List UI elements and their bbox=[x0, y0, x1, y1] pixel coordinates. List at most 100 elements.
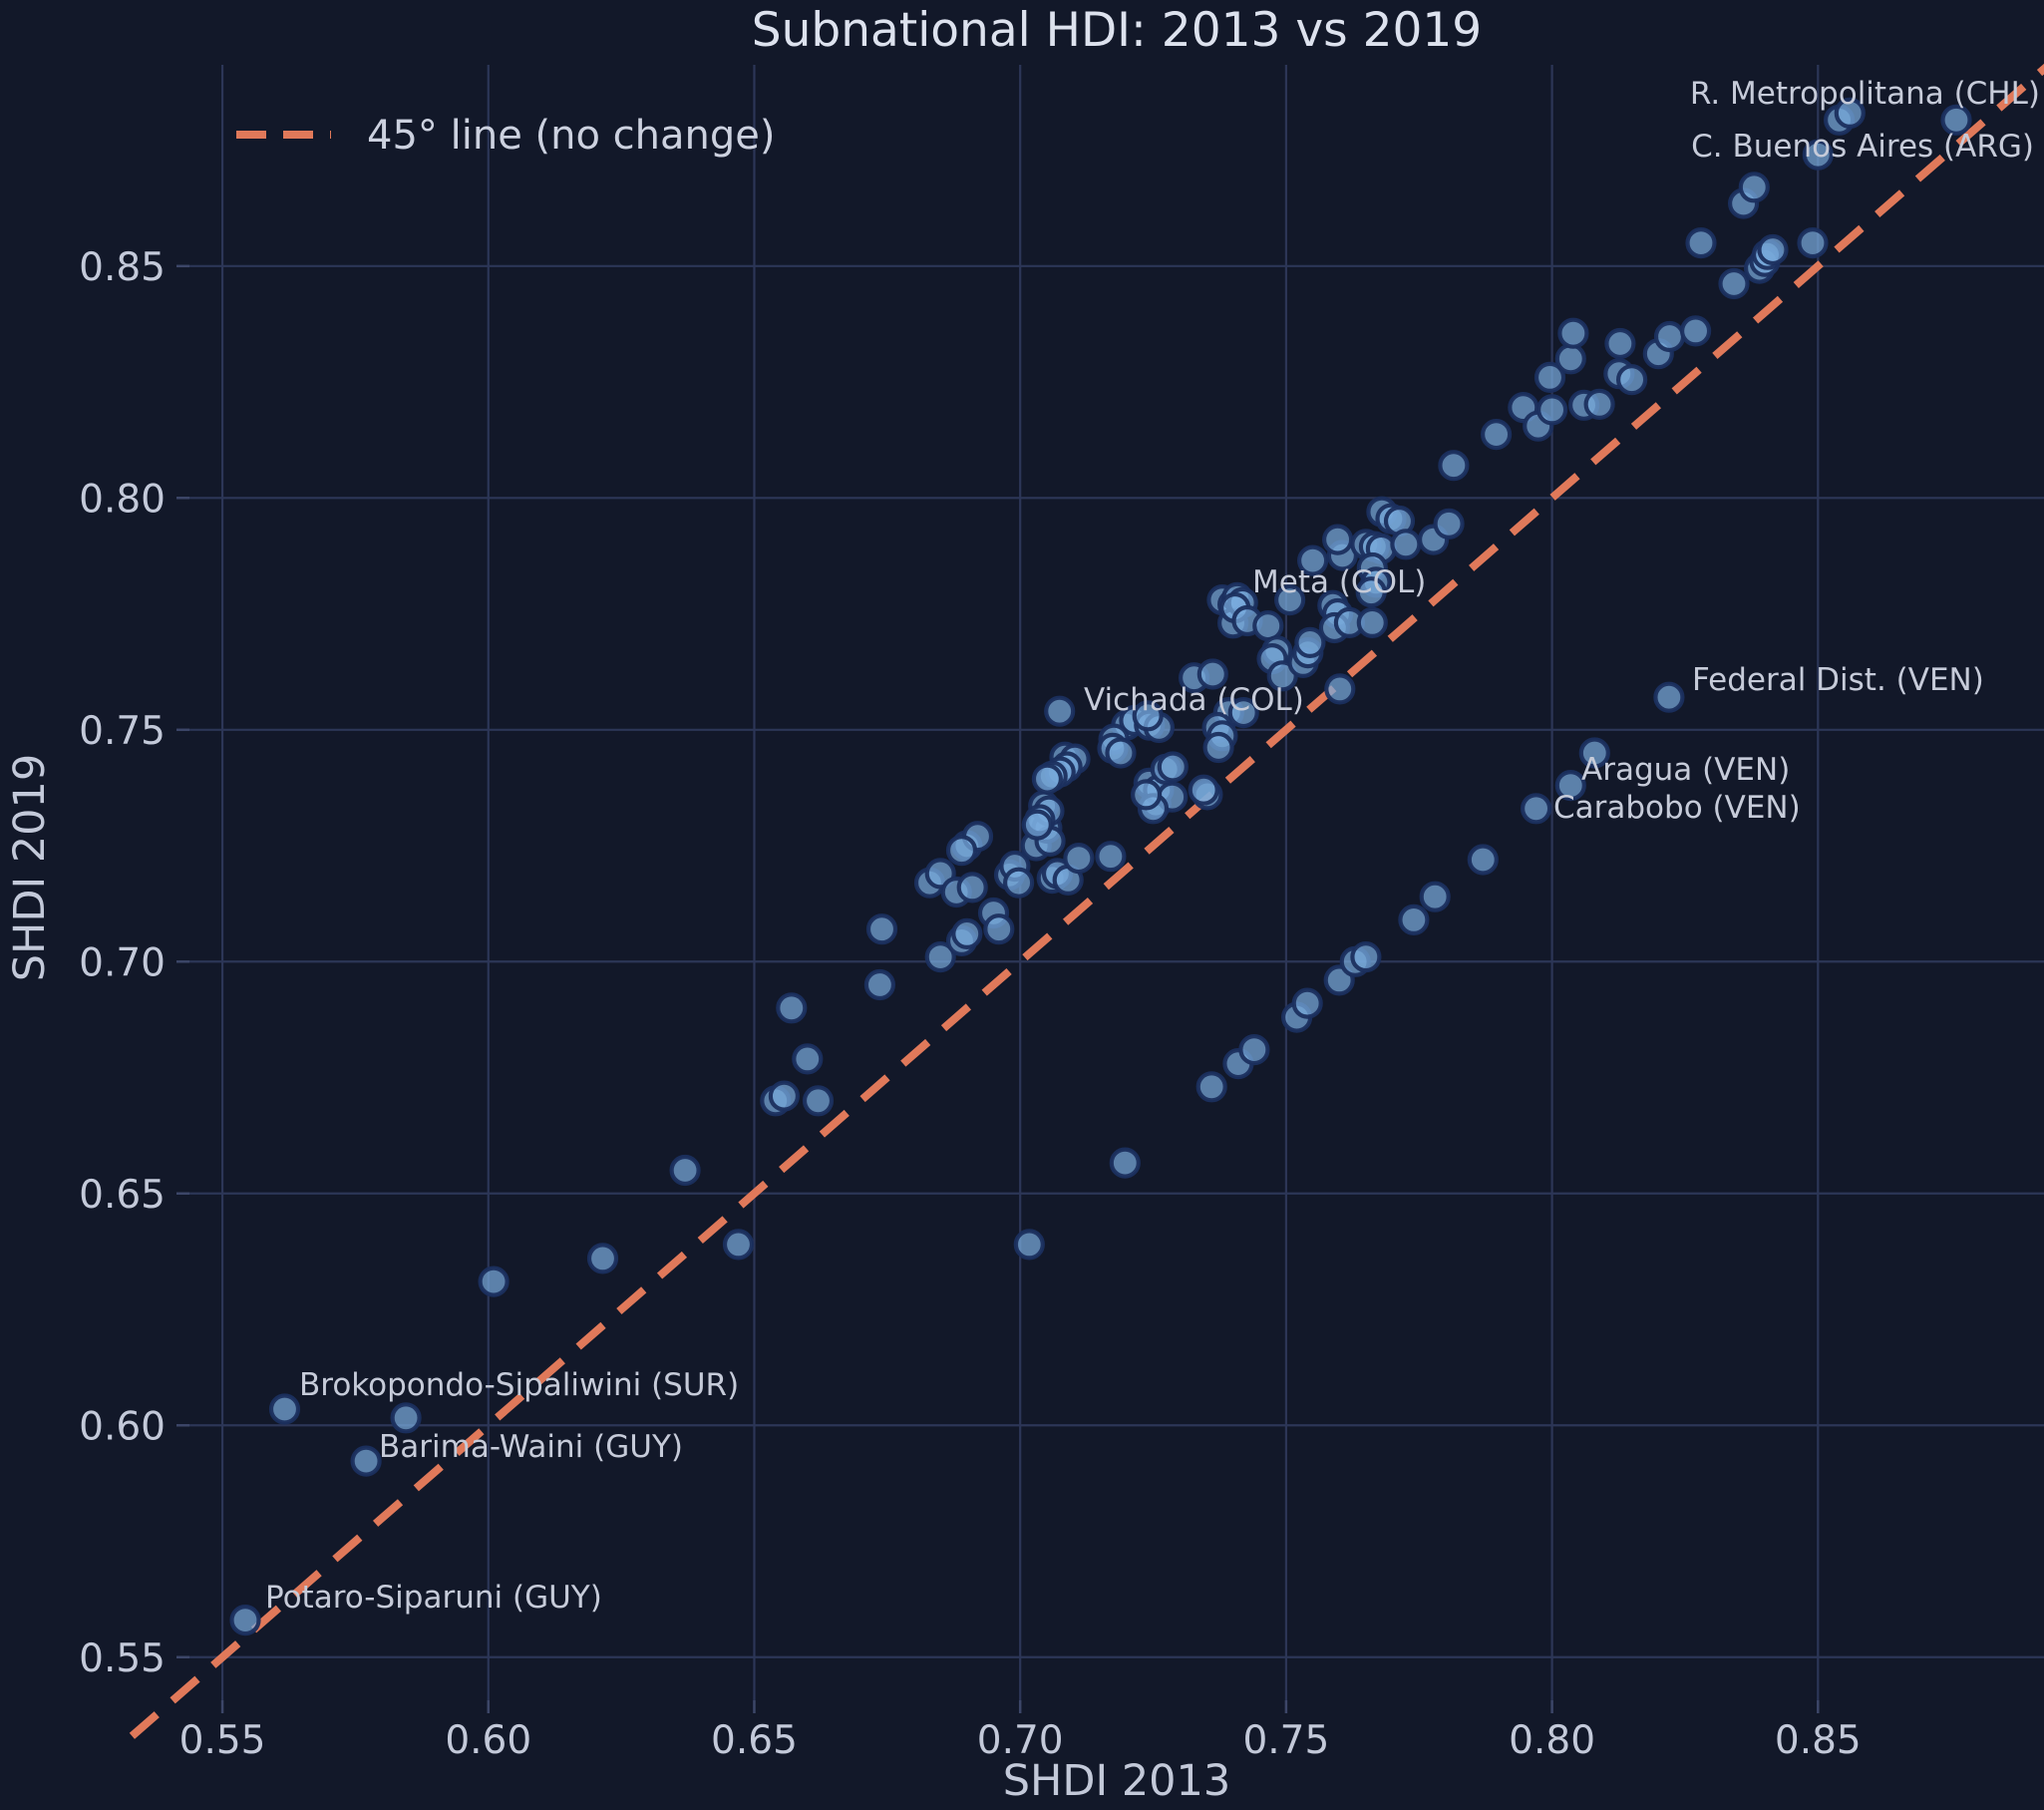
x-tick-label: 0.85 bbox=[1775, 1718, 1862, 1763]
scatter-point bbox=[1002, 867, 1035, 899]
scatter-point bbox=[1252, 609, 1284, 642]
scatter-point bbox=[951, 917, 983, 950]
scatter-points bbox=[229, 97, 1972, 1636]
annotation-label: Federal Dist. (VEN) bbox=[1692, 662, 1984, 698]
scatter-point bbox=[1195, 1071, 1227, 1103]
scatter-point bbox=[1535, 394, 1568, 426]
annotation-label: Brokopondo-Sipaliwini (SUR) bbox=[299, 1367, 739, 1403]
scatter-point bbox=[1321, 524, 1354, 555]
x-tick-label: 0.65 bbox=[711, 1718, 798, 1763]
x-tick-label: 0.60 bbox=[445, 1718, 531, 1763]
scatter-point bbox=[1291, 987, 1323, 1019]
scatter-point bbox=[1350, 940, 1382, 973]
scatter-point bbox=[802, 1085, 835, 1117]
chart-title: Subnational HDI: 2013 vs 2019 bbox=[752, 3, 1482, 58]
scatter-point bbox=[1105, 737, 1137, 769]
scatter-point bbox=[1615, 364, 1648, 396]
scatter-point bbox=[478, 1266, 510, 1297]
scatter-point bbox=[1834, 97, 1866, 130]
scatter-point bbox=[956, 872, 988, 904]
scatter-point bbox=[1419, 881, 1451, 912]
scatter-point bbox=[1355, 576, 1387, 608]
annotation-label: Barima-Waini (GUY) bbox=[379, 1429, 683, 1465]
scatter-point bbox=[776, 992, 808, 1024]
scatter-point bbox=[1802, 139, 1834, 171]
scatter-point bbox=[1467, 844, 1499, 876]
scatter-point bbox=[1390, 529, 1422, 560]
scatter-point bbox=[1738, 172, 1770, 203]
annotation-layer: R. Metropolitana (CHL) C. Buenos Aires (A… bbox=[265, 76, 2040, 1616]
scatter-point bbox=[1653, 681, 1685, 713]
scatter-point bbox=[1044, 695, 1076, 727]
scatter-point bbox=[1031, 763, 1064, 795]
scatter-point bbox=[1130, 779, 1163, 811]
scatter-point bbox=[1554, 769, 1586, 802]
scatter-point bbox=[1797, 227, 1829, 259]
scatter-point bbox=[1294, 626, 1326, 659]
scatter-point bbox=[1653, 320, 1686, 353]
y-tick-label: 0.55 bbox=[79, 1636, 166, 1681]
scatter-point bbox=[669, 1154, 701, 1187]
scatter-point bbox=[1533, 361, 1566, 393]
scatter-point bbox=[1433, 508, 1465, 540]
legend: 45° line (no change) bbox=[236, 113, 775, 159]
y-tick-label: 0.75 bbox=[79, 709, 166, 754]
scatter-point bbox=[1438, 450, 1470, 482]
scatter-point bbox=[1188, 774, 1219, 806]
scatter-point bbox=[350, 1445, 382, 1477]
grid-layer bbox=[189, 65, 2044, 1700]
x-tick-label: 0.55 bbox=[179, 1718, 266, 1763]
legend-label: 45° line (no change) bbox=[367, 113, 775, 159]
y-tick-label: 0.70 bbox=[79, 940, 166, 985]
annotation-label: Potaro-Siparuni (GUY) bbox=[265, 1580, 602, 1616]
x-tick-label: 0.70 bbox=[977, 1718, 1064, 1763]
annotation-label: C. Buenos Aires (ARG) bbox=[1691, 129, 2034, 165]
scatter-point bbox=[1202, 731, 1234, 764]
scatter-point bbox=[865, 913, 898, 945]
scatter-point bbox=[1604, 327, 1636, 360]
scatter-point bbox=[1273, 583, 1306, 616]
annotation-label: Aragua (VEN) bbox=[1581, 752, 1790, 788]
scatter-point bbox=[792, 1043, 824, 1075]
scatter-point bbox=[586, 1243, 619, 1274]
y-tick-label: 0.60 bbox=[79, 1404, 166, 1449]
x-tick-label: 0.80 bbox=[1509, 1718, 1595, 1763]
y-axis-label: SHDI 2019 bbox=[5, 754, 55, 982]
scatter-point bbox=[1554, 343, 1586, 375]
scatter-point bbox=[390, 1402, 422, 1434]
scatter-point bbox=[1757, 233, 1789, 266]
scatter-point bbox=[1063, 842, 1095, 875]
scatter-point bbox=[1356, 606, 1388, 639]
scatter-point bbox=[1021, 809, 1053, 841]
y-tick-label: 0.85 bbox=[79, 245, 166, 290]
scatter-point bbox=[1132, 700, 1164, 732]
scatter-point bbox=[1578, 737, 1610, 769]
scatter-point bbox=[1095, 841, 1127, 873]
annotation-label: Vichada (COL) bbox=[1084, 682, 1304, 718]
scatter-point bbox=[1583, 388, 1615, 420]
y-tick-label: 0.65 bbox=[79, 1173, 166, 1218]
tick-layer: 0.55 0.60 0.65 0.70 0.75 0.80 0.85 0.55 0.60 0.65… bbox=[79, 245, 1862, 1763]
scatter-point bbox=[863, 968, 896, 1001]
diagonal-45-line bbox=[129, 63, 2044, 1739]
scatter-point bbox=[1940, 104, 1972, 136]
scatter-point bbox=[1324, 673, 1356, 705]
scatter-point bbox=[1157, 751, 1189, 783]
scatter-point bbox=[1557, 317, 1589, 349]
scatter-point bbox=[1398, 904, 1430, 936]
annotation-label: Meta (COL) bbox=[1252, 564, 1426, 600]
scatter-point bbox=[1718, 267, 1750, 300]
scatter-point bbox=[1480, 419, 1513, 451]
y-tick-label: 0.80 bbox=[79, 477, 166, 522]
annotation-label: R. Metropolitana (CHL) bbox=[1690, 76, 2040, 112]
scatter-point bbox=[1196, 658, 1228, 690]
scatter-point bbox=[924, 940, 956, 973]
scatter-point bbox=[1109, 1147, 1141, 1179]
scatter-point bbox=[268, 1393, 301, 1425]
scatter-point bbox=[1685, 227, 1717, 259]
x-axis-label: SHDI 2013 bbox=[1003, 1756, 1231, 1806]
scatter-point bbox=[768, 1080, 801, 1112]
scatter-point bbox=[229, 1604, 261, 1636]
